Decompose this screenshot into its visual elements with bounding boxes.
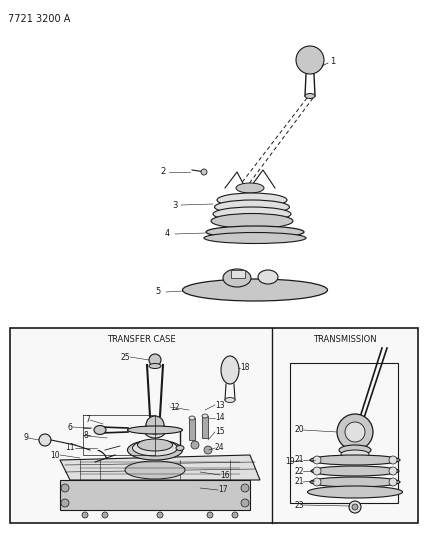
- Text: 6: 6: [67, 423, 72, 432]
- Text: 22: 22: [295, 466, 304, 475]
- Text: 15: 15: [215, 427, 225, 437]
- Circle shape: [352, 504, 358, 510]
- Ellipse shape: [202, 414, 208, 418]
- Ellipse shape: [214, 200, 289, 214]
- Circle shape: [204, 446, 212, 454]
- Circle shape: [61, 484, 69, 492]
- Circle shape: [313, 456, 321, 464]
- Text: 20: 20: [295, 425, 305, 434]
- Ellipse shape: [217, 193, 287, 207]
- Ellipse shape: [128, 440, 182, 460]
- Circle shape: [157, 512, 163, 518]
- Text: 25: 25: [120, 352, 130, 361]
- Circle shape: [313, 467, 321, 475]
- Ellipse shape: [206, 226, 304, 238]
- Text: 3: 3: [172, 200, 177, 209]
- Text: TRANSFER CASE: TRANSFER CASE: [107, 335, 175, 344]
- Ellipse shape: [204, 232, 306, 244]
- Ellipse shape: [144, 422, 166, 438]
- Circle shape: [82, 512, 88, 518]
- Text: 17: 17: [218, 486, 228, 495]
- Text: 18: 18: [240, 364, 250, 373]
- Text: 24: 24: [215, 443, 225, 453]
- Text: 16: 16: [220, 471, 230, 480]
- Bar: [202, 416, 208, 438]
- Ellipse shape: [310, 455, 400, 465]
- Text: 21: 21: [295, 456, 304, 464]
- Circle shape: [146, 416, 164, 434]
- Circle shape: [232, 512, 238, 518]
- Text: 9: 9: [23, 433, 28, 442]
- Bar: [189, 418, 195, 440]
- Ellipse shape: [213, 207, 291, 221]
- Ellipse shape: [182, 279, 327, 301]
- Circle shape: [191, 441, 199, 449]
- Ellipse shape: [137, 439, 172, 451]
- Ellipse shape: [339, 445, 371, 455]
- Text: 1: 1: [330, 58, 335, 67]
- Ellipse shape: [221, 356, 239, 384]
- Ellipse shape: [189, 416, 195, 420]
- Circle shape: [296, 46, 324, 74]
- Text: 5: 5: [155, 287, 160, 296]
- Text: 2: 2: [160, 167, 165, 176]
- Text: 7: 7: [85, 416, 90, 424]
- Ellipse shape: [236, 183, 264, 193]
- Circle shape: [345, 422, 365, 442]
- Circle shape: [241, 484, 249, 492]
- Text: TRANSMISSION: TRANSMISSION: [313, 335, 377, 344]
- Text: 14: 14: [215, 414, 225, 423]
- Text: 4: 4: [165, 230, 170, 238]
- Circle shape: [313, 478, 321, 486]
- Ellipse shape: [305, 93, 315, 99]
- Bar: [10, 328, 418, 523]
- Ellipse shape: [128, 426, 182, 434]
- Circle shape: [61, 499, 69, 507]
- Ellipse shape: [311, 466, 399, 476]
- Polygon shape: [60, 480, 250, 510]
- Circle shape: [149, 354, 161, 366]
- Ellipse shape: [133, 440, 178, 456]
- Ellipse shape: [176, 446, 184, 450]
- Circle shape: [349, 501, 361, 513]
- Text: 11: 11: [65, 443, 75, 453]
- Text: 12: 12: [170, 402, 179, 411]
- Text: 10: 10: [51, 450, 60, 459]
- Circle shape: [39, 434, 51, 446]
- Circle shape: [207, 512, 213, 518]
- Text: 13: 13: [215, 400, 225, 409]
- Bar: [231, 270, 245, 278]
- Circle shape: [201, 169, 207, 175]
- Ellipse shape: [341, 450, 369, 458]
- Text: 21: 21: [295, 478, 304, 487]
- Ellipse shape: [310, 477, 400, 487]
- Text: 19: 19: [285, 457, 294, 466]
- Circle shape: [102, 512, 108, 518]
- Text: 7721 3200 A: 7721 3200 A: [8, 14, 70, 24]
- Circle shape: [337, 414, 373, 450]
- Ellipse shape: [125, 461, 185, 479]
- Ellipse shape: [225, 398, 235, 402]
- Circle shape: [241, 499, 249, 507]
- Ellipse shape: [307, 486, 402, 498]
- Ellipse shape: [94, 425, 106, 434]
- Ellipse shape: [149, 364, 161, 368]
- Circle shape: [389, 478, 397, 486]
- Bar: [290, 363, 398, 503]
- Ellipse shape: [211, 214, 293, 229]
- Ellipse shape: [258, 270, 278, 284]
- Text: 23: 23: [295, 500, 305, 510]
- Text: 8: 8: [83, 432, 88, 440]
- Polygon shape: [60, 455, 260, 480]
- Ellipse shape: [223, 269, 251, 287]
- Circle shape: [389, 467, 397, 475]
- Circle shape: [389, 456, 397, 464]
